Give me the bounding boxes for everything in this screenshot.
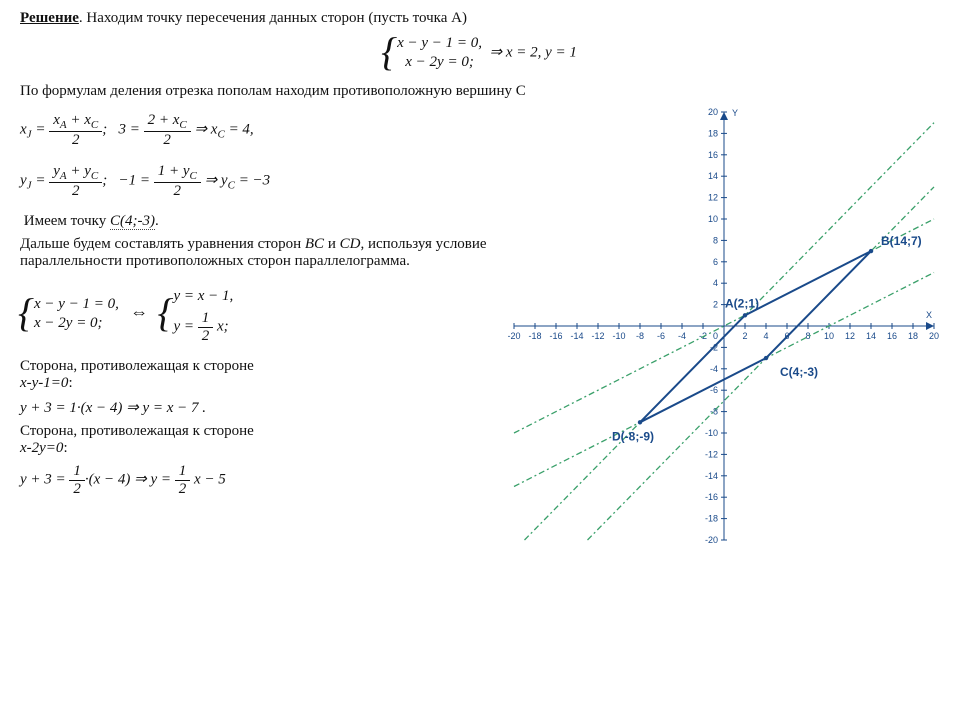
eq-5: y + 3 = 1·(x − 4) ⇒ y = x − 7 . (20, 398, 492, 417)
svg-text:-20: -20 (508, 331, 521, 341)
svg-text:-16: -16 (705, 492, 718, 502)
solution-heading: Решение. Находим точку пересечения данны… (20, 10, 940, 27)
svg-text:2: 2 (742, 331, 747, 341)
svg-text:-14: -14 (570, 331, 583, 341)
svg-text:B(14;7): B(14;7) (881, 234, 922, 248)
svg-text:-18: -18 (528, 331, 541, 341)
paragraph-5: Сторона, противолежащая к сторонеx-y-1=0… (20, 358, 492, 392)
heading-rest: . Находим точку пересечения данных сторо… (79, 10, 467, 26)
sys1-line1: x − y − 1 = 0, (397, 35, 482, 52)
svg-text:16: 16 (708, 150, 718, 160)
svg-text:16: 16 (887, 331, 897, 341)
svg-text:4: 4 (713, 278, 718, 288)
paragraph-4: Дальше будем составлять уравнения сторон… (20, 236, 492, 270)
svg-text:20: 20 (708, 107, 718, 117)
paragraph-3: Имеем точку C(4;-3). (20, 213, 492, 230)
svg-text:4: 4 (763, 331, 768, 341)
svg-text:6: 6 (713, 257, 718, 267)
svg-text:20: 20 (929, 331, 939, 341)
svg-text:C(4;-3): C(4;-3) (780, 365, 818, 379)
svg-text:12: 12 (845, 331, 855, 341)
parallelogram-graph: XY-20-18-16-14-12-10-8-6-4-2246810121416… (508, 106, 940, 546)
svg-text:Y: Y (732, 108, 738, 118)
svg-text:14: 14 (708, 171, 718, 181)
point-c-label: C(4;-3) (110, 213, 155, 230)
svg-text:-4: -4 (710, 364, 718, 374)
sys3-line2: y = 12 x; (173, 310, 233, 344)
paragraph-6: Сторона, противолежащая к сторонеx-2y=0: (20, 423, 492, 457)
sys3-line1: y = x − 1, (173, 284, 233, 308)
svg-text:-10: -10 (705, 428, 718, 438)
svg-text:18: 18 (708, 128, 718, 138)
svg-text:-18: -18 (705, 514, 718, 524)
svg-text:-10: -10 (612, 331, 625, 341)
svg-text:-12: -12 (591, 331, 604, 341)
svg-text:A(2;1): A(2;1) (725, 296, 759, 310)
svg-text:-14: -14 (705, 471, 718, 481)
svg-text:-8: -8 (636, 331, 644, 341)
paragraph-2: По формулам деления отрезка пополам нахо… (20, 83, 940, 100)
system-1: x − y − 1 = 0, x − 2y = 0; ⇒ x = 2, y = … (20, 33, 940, 73)
eq-yj: yJ = yA + yC 2 ; −1 = 1 + yC 2 ⇒ yC = −3 (20, 163, 492, 200)
svg-text:2: 2 (713, 300, 718, 310)
system-2-3: x − y − 1 = 0, x − 2y = 0; ⇔ y = x − 1, … (20, 282, 492, 346)
sys2-line2: x − 2y = 0; (34, 315, 119, 332)
svg-text:-4: -4 (678, 331, 686, 341)
eq-6: y + 3 = 12·(x − 4) ⇒ y = 12 x − 5 (20, 463, 492, 497)
brace-3: y = x − 1, y = 12 x; (159, 282, 233, 346)
svg-text:10: 10 (824, 331, 834, 341)
svg-text:12: 12 (708, 193, 718, 203)
sys1-line2: x − 2y = 0; (397, 54, 482, 71)
eq-xj: xJ = xA + xC 2 ; 3 = 2 + xC 2 ⇒ xC = 4, (20, 112, 492, 149)
svg-text:D(-8;-9): D(-8;-9) (612, 429, 654, 443)
heading-word: Решение (20, 10, 79, 26)
brace-1: x − y − 1 = 0, x − 2y = 0; (383, 33, 482, 73)
sys1-result: ⇒ x = 2, y = 1 (490, 44, 577, 60)
svg-text:14: 14 (866, 331, 876, 341)
svg-text:0: 0 (713, 331, 718, 341)
svg-text:18: 18 (908, 331, 918, 341)
svg-text:8: 8 (713, 235, 718, 245)
sys2-line1: x − y − 1 = 0, (34, 296, 119, 313)
svg-text:-12: -12 (705, 449, 718, 459)
svg-text:10: 10 (708, 214, 718, 224)
brace-2: x − y − 1 = 0, x − 2y = 0; (20, 294, 119, 334)
svg-text:-16: -16 (549, 331, 562, 341)
iff-symbol: ⇔ (130, 302, 148, 322)
svg-text:X: X (926, 310, 932, 320)
svg-text:-6: -6 (657, 331, 665, 341)
svg-text:-20: -20 (705, 535, 718, 545)
left-column: xJ = xA + xC 2 ; 3 = 2 + xC 2 ⇒ xC = 4, … (20, 106, 492, 503)
right-column: XY-20-18-16-14-12-10-8-6-4-2246810121416… (508, 106, 940, 546)
